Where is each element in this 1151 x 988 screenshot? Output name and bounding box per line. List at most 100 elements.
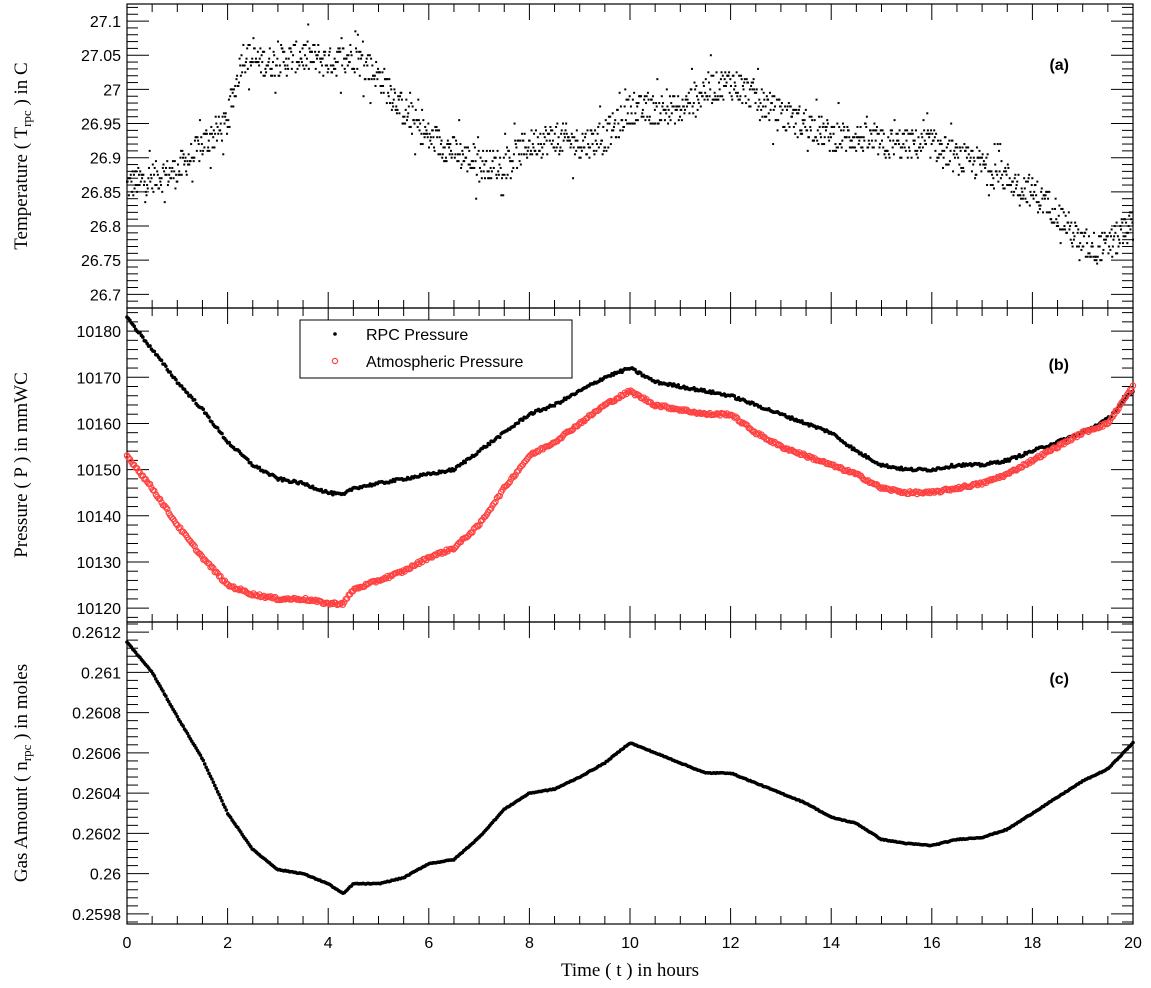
data-point — [1039, 204, 1042, 207]
data-point — [854, 132, 857, 135]
data-point — [212, 783, 217, 788]
data-point — [1074, 221, 1077, 224]
data-point — [225, 119, 228, 122]
data-point — [677, 95, 680, 98]
data-point — [512, 153, 515, 156]
data-point — [858, 139, 861, 142]
data-point — [340, 37, 343, 40]
data-point — [871, 146, 874, 149]
data-point — [338, 50, 341, 53]
data-point — [214, 132, 217, 135]
data-point — [466, 146, 469, 149]
data-point — [583, 146, 586, 149]
data-point — [1008, 177, 1011, 180]
data-point — [506, 173, 509, 176]
data-point — [568, 427, 575, 434]
data-point — [852, 146, 855, 149]
data-point — [470, 160, 473, 163]
data-point — [938, 143, 941, 146]
data-point — [1103, 231, 1106, 234]
data-point — [263, 50, 266, 53]
data-point — [795, 108, 798, 111]
data-point — [175, 714, 180, 719]
data-point — [353, 67, 356, 70]
data-point — [856, 125, 859, 128]
data-point — [941, 166, 944, 169]
data-point — [752, 78, 755, 81]
data-point — [322, 74, 325, 77]
data-point — [537, 143, 540, 146]
data-point — [518, 160, 521, 163]
data-point — [223, 805, 227, 809]
data-point — [520, 153, 523, 156]
data-point — [893, 119, 896, 122]
data-point — [708, 95, 711, 98]
data-point — [663, 108, 666, 111]
data-point — [519, 163, 522, 166]
data-point — [1104, 238, 1107, 241]
data-point — [844, 136, 847, 139]
data-point — [612, 125, 615, 128]
data-point — [214, 115, 217, 118]
data-point — [190, 143, 193, 146]
data-point — [753, 88, 756, 91]
data-point — [803, 119, 806, 122]
data-point — [623, 125, 626, 128]
data-point — [1083, 427, 1091, 434]
data-point — [259, 47, 262, 50]
data-point — [1005, 173, 1008, 176]
data-point — [740, 78, 743, 81]
data-point — [617, 136, 620, 139]
data-point — [198, 160, 201, 163]
data-point — [273, 74, 276, 77]
data-point — [666, 105, 669, 108]
data-point — [248, 43, 251, 46]
data-point — [136, 184, 139, 187]
data-point — [738, 74, 741, 77]
data-point — [353, 71, 356, 74]
data-point — [268, 47, 271, 50]
data-point — [787, 122, 790, 125]
data-point — [616, 108, 619, 111]
data-point — [899, 146, 902, 149]
data-point — [359, 50, 362, 53]
data-point — [146, 480, 154, 488]
data-point — [935, 160, 938, 163]
data-point — [317, 50, 320, 53]
data-point — [282, 61, 285, 64]
data-point — [380, 91, 383, 94]
data-point — [685, 95, 688, 98]
data-point — [540, 156, 543, 159]
data-point — [265, 71, 268, 74]
data-point — [668, 95, 671, 98]
data-point — [1108, 231, 1111, 234]
data-point — [175, 173, 178, 176]
data-point — [853, 136, 856, 139]
data-point — [331, 71, 334, 74]
data-point — [806, 149, 809, 152]
y-axis-label: Gas Amount ( nrpc ) in moles — [11, 664, 34, 882]
data-point — [164, 694, 168, 698]
data-point — [295, 61, 298, 64]
data-point — [841, 122, 844, 125]
data-point — [182, 153, 185, 156]
data-point — [584, 136, 587, 139]
data-point — [550, 143, 553, 146]
data-point — [421, 143, 424, 146]
data-point — [177, 173, 180, 176]
data-point — [933, 129, 936, 132]
data-point — [238, 57, 241, 60]
y-tick-label: 0.2604 — [72, 786, 121, 803]
y-tick-label: 27.1 — [90, 14, 121, 31]
data-point — [712, 98, 715, 101]
data-point — [222, 112, 225, 115]
data-point — [823, 136, 826, 139]
data-point — [907, 132, 910, 135]
data-point — [643, 98, 646, 101]
data-point — [940, 143, 943, 146]
y-tick-label: 10160 — [77, 416, 122, 433]
data-point — [928, 136, 931, 139]
panel-2: 0.25980.260.26020.26040.26060.26080.2610… — [11, 621, 1135, 925]
data-point — [792, 125, 795, 128]
data-point — [140, 173, 143, 176]
